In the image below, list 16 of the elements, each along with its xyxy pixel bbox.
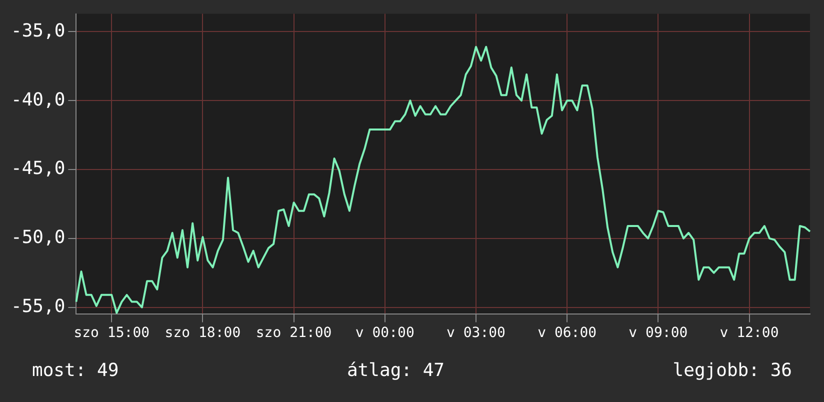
x-tick-label: v 12:00 (720, 325, 779, 342)
y-tick-label: -40,0 (10, 89, 66, 110)
x-tick-label: v 09:00 (628, 325, 688, 342)
x-tick-label: szo 15:00 (74, 325, 150, 342)
x-tick-label: v 06:00 (538, 325, 597, 342)
y-tick-label: -45,0 (10, 158, 66, 180)
y-tick-label: -55,0 (10, 296, 66, 317)
text: átlag: 47 (346, 360, 445, 381)
x-tick-label: v 00:00 (355, 325, 414, 342)
y-tick-label: -50,0 (10, 227, 66, 248)
y-tick-label: -35,0 (10, 20, 66, 42)
x-tick-label: v 03:00 (446, 325, 506, 342)
x-tick-label: szo 18:00 (164, 325, 241, 342)
text: legjobb: 36 (672, 360, 792, 381)
x-tick-label: szo 21:00 (256, 325, 332, 342)
text: most: 49 (32, 360, 119, 381)
